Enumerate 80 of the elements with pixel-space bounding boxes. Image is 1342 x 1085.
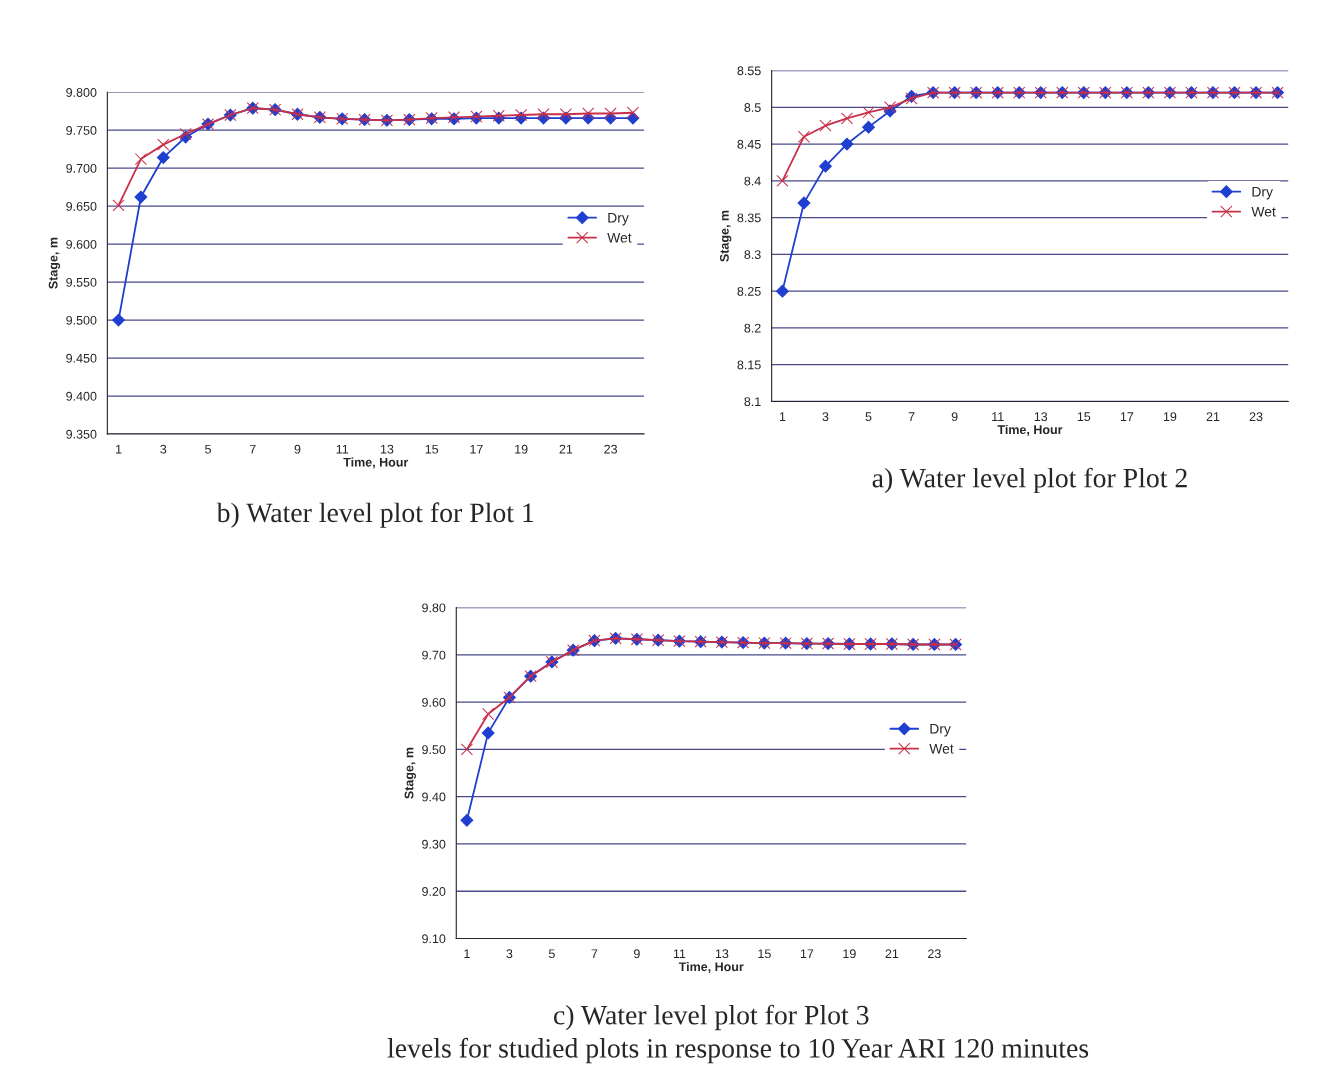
x-tick-label: 23: [928, 949, 941, 959]
x-tick-label: 23: [604, 444, 618, 454]
legend-label: Wet: [929, 743, 954, 754]
x-tick-label: 11: [673, 949, 686, 958]
x-tick-label: 3: [506, 949, 513, 959]
y-tick-label: 8.3: [744, 250, 761, 260]
legend-label: Wet: [607, 232, 632, 243]
x-axis-title: Time, Hour: [678, 961, 744, 973]
y-tick-label: 9.550: [66, 277, 97, 287]
x-tick-label: 3: [822, 412, 829, 422]
y-tick-label: 8.55: [737, 66, 761, 76]
x-tick-label: 5: [865, 412, 872, 422]
text: c) Water level plot for Plot 3: [554, 1004, 869, 1031]
x-tick-label: 1: [116, 444, 122, 454]
x-tick-label: 19: [843, 949, 856, 959]
x-tick-label: 13: [380, 444, 394, 454]
x-tick-label: 15: [1077, 412, 1091, 422]
x-tick-label: 17: [470, 444, 483, 454]
y-tick-label: 9.40: [422, 792, 446, 802]
x-tick-label: 21: [1206, 412, 1220, 421]
x-tick-label: 13: [1034, 412, 1048, 422]
x-tick-label: 9: [634, 949, 640, 959]
x-tick-label: 11: [992, 412, 1004, 421]
x-tick-label: 5: [548, 949, 555, 959]
y-tick-label: 9.800: [66, 88, 97, 97]
y-axis-title: Stage, m: [404, 747, 416, 799]
x-tick-label: 19: [1163, 412, 1177, 422]
x-axis-title: Time, Hour: [997, 424, 1063, 436]
x-tick-label: 21: [885, 949, 899, 958]
y-tick-label: 9.500: [66, 315, 97, 325]
x-tick-label: 7: [908, 412, 915, 421]
y-tick-label: 8.25: [737, 286, 761, 296]
legend-label: Dry: [1252, 186, 1273, 200]
y-tick-label: 8.2: [744, 323, 761, 333]
x-tick-label: 17: [800, 949, 814, 958]
x-tick-label: 11: [336, 444, 349, 454]
legend-label: Wet: [1251, 206, 1276, 217]
y-tick-label: 8.1: [744, 397, 761, 407]
y-axis-title: Stage, m: [48, 237, 61, 289]
x-tick-label: 17: [1120, 412, 1134, 421]
y-tick-label: 9.80: [422, 603, 446, 613]
y-tick-label: 9.30: [422, 839, 446, 849]
x-tick-label: 9: [294, 444, 301, 454]
y-tick-label: 9.70: [422, 650, 446, 660]
y-tick-label: 9.20: [422, 887, 446, 896]
y-tick-label: 9.750: [66, 126, 97, 135]
y-tick-label: 9.600: [66, 239, 97, 249]
y-tick-label: 8.4: [744, 176, 761, 186]
x-tick-label: 7: [249, 444, 256, 454]
x-tick-label: 1: [464, 949, 470, 958]
y-tick-label: 8.5: [744, 103, 761, 112]
x-tick-label: 7: [591, 949, 598, 958]
text: levels for studied plots in response to 10 Year ARI 120 minutes: [387, 1037, 1089, 1064]
y-tick-label: 9.700: [66, 163, 97, 173]
x-tick-label: 23: [1249, 412, 1263, 422]
text: a) Water level plot for Plot 2: [872, 467, 1187, 494]
x-tick-label: 21: [559, 444, 573, 454]
y-tick-label: 8.15: [737, 360, 761, 370]
y-tick-label: 9.60: [422, 697, 446, 707]
y-tick-label: 9.350: [66, 429, 97, 439]
x-axis-title: Time, Hour: [343, 457, 409, 469]
x-tick-label: 1: [779, 412, 786, 421]
y-tick-label: 8.45: [737, 139, 761, 149]
y-tick-label: 9.650: [66, 201, 97, 211]
y-tick-label: 9.10: [422, 934, 446, 944]
y-tick-label: 9.450: [66, 353, 97, 363]
legend-label: Dry: [930, 724, 951, 737]
y-axis-title: Stage, m: [719, 210, 732, 262]
legend-label: Dry: [608, 213, 629, 226]
x-tick-label: 3: [160, 444, 167, 454]
x-tick-label: 9: [951, 412, 958, 422]
text: b) Water level plot for Plot 1: [216, 502, 534, 528]
x-tick-label: 15: [758, 949, 771, 959]
y-tick-label: 9.400: [66, 391, 97, 401]
x-tick-label: 19: [515, 444, 528, 454]
y-tick-label: 9.50: [422, 745, 446, 755]
x-tick-label: 5: [205, 444, 211, 454]
x-tick-label: 13: [715, 949, 729, 959]
y-tick-label: 8.35: [737, 213, 761, 223]
x-tick-label: 15: [425, 444, 439, 454]
